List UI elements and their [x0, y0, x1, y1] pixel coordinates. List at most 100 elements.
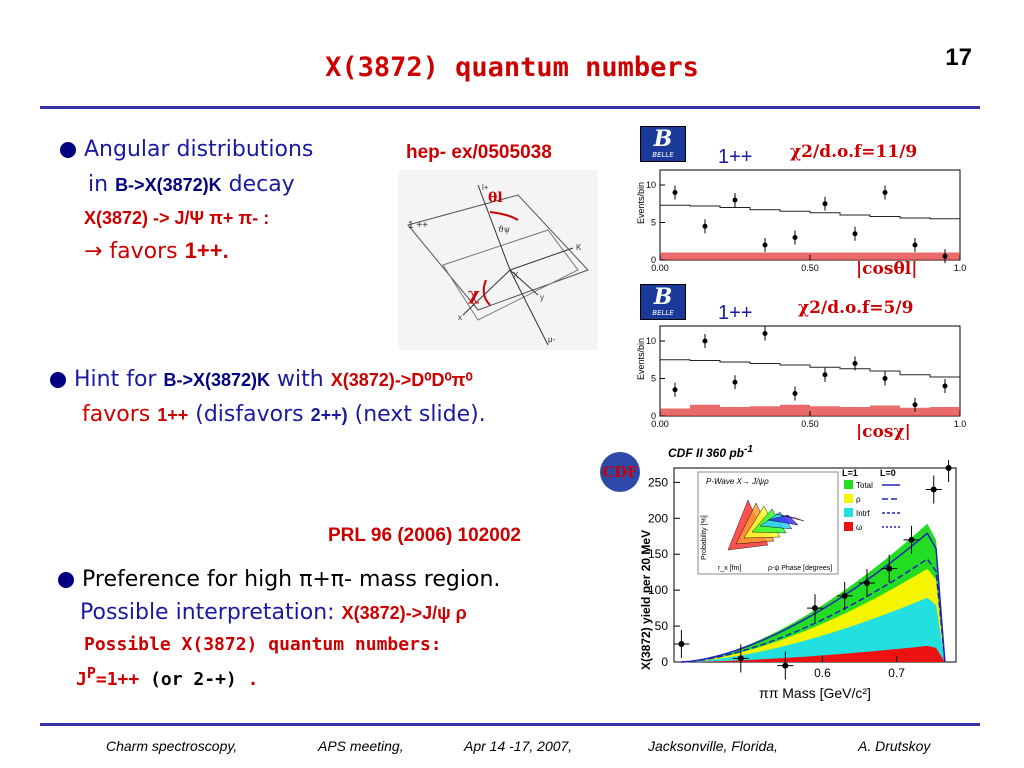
- y-tick-label: 50: [655, 619, 669, 633]
- legend-head-l1: L=1: [842, 468, 858, 478]
- jpc-label: 1++: [718, 302, 753, 324]
- bullet-dot-icon: [58, 572, 74, 588]
- y-tick-label: 5: [651, 374, 656, 384]
- data-point: [672, 190, 678, 195]
- hint-with: with: [270, 367, 331, 392]
- bullet-angular-line1: Angular distributions: [84, 137, 314, 162]
- inset-zlabel: r_x [fm]: [718, 565, 741, 572]
- interpretation-decay: X(3872)->J/ψ ρ: [341, 603, 467, 623]
- data-point: [863, 579, 870, 586]
- belle-logo-icon: B BELLE: [640, 126, 686, 162]
- cdf-header-text: CDF II 360 pb: [668, 446, 745, 460]
- data-point: [930, 486, 937, 493]
- axis-x2-label: x: [458, 313, 462, 322]
- background-bin: [660, 252, 690, 260]
- legend-swatch: [844, 494, 853, 503]
- background-bin: [750, 252, 780, 260]
- background-bin: [840, 252, 870, 260]
- cdf-header: CDF II 360 pb-1: [668, 444, 753, 460]
- x-tick-label: 0.6: [814, 666, 831, 680]
- data-point: [762, 331, 768, 336]
- data-point: [678, 641, 685, 648]
- red-band: [681, 645, 945, 662]
- hint-next-slide: (next slide).: [347, 402, 486, 427]
- data-point: [812, 605, 818, 612]
- chi-arc: [482, 279, 491, 306]
- hint-line2: favors 1++ (disfavors 2++) (next slide).: [82, 402, 486, 427]
- hint-decay: X(3872)->D⁰D⁰π⁰: [330, 370, 473, 390]
- data-point: [908, 536, 915, 543]
- bullet-dot-icon: [60, 142, 76, 158]
- legend-label: Intrf: [856, 509, 871, 518]
- x-tick-label: 0.00: [651, 263, 669, 273]
- quantum-numbers-value: JP=1++ (or 2-+) .: [76, 664, 258, 690]
- data-point: [882, 190, 888, 195]
- reference-prl: PRL 96 (2006) 102002: [328, 525, 521, 546]
- chi-label: χ: [468, 284, 480, 305]
- lepton-axis: [477, 184, 511, 271]
- k-axis: [509, 247, 574, 271]
- background-bin: [870, 252, 900, 260]
- top-divider: [40, 106, 980, 109]
- legend-label: ω: [856, 523, 862, 532]
- data-point: [945, 465, 952, 471]
- legend-label: ρ: [856, 495, 861, 504]
- belle-logo-icon: B BELLE: [640, 284, 686, 320]
- background-bin: [900, 407, 930, 416]
- bullet-dot-icon: [50, 372, 66, 388]
- favors-text: favors: [102, 239, 185, 264]
- rho-curve: [681, 558, 946, 663]
- background-bin: [780, 252, 810, 260]
- psi-angle-label: ϑψ: [498, 225, 510, 234]
- data-point: [737, 655, 744, 662]
- belle-plot-1: B BELLE 1++ χ2/d.o.f=11/9 0 5 10 0.00 0.50 1.…: [632, 124, 970, 279]
- line2-pre: in: [88, 172, 116, 197]
- footer-date: Apr 14 -17, 2007,: [464, 738, 573, 754]
- background-bin: [780, 404, 810, 416]
- x-tick-label: 0.50: [801, 263, 819, 273]
- arrow-icon: →: [84, 239, 103, 264]
- background-bin: [750, 406, 780, 416]
- data-point: [942, 383, 948, 389]
- jp-value: =1++: [95, 669, 140, 690]
- data-point: [732, 197, 738, 203]
- reference-hep-ex: hep- ex/0505038: [406, 142, 552, 163]
- axis-muminus-label: μ-: [548, 335, 556, 344]
- diagram-1pp-label: 1 ++: [408, 220, 428, 231]
- y-tick-label: 100: [648, 583, 668, 597]
- cdf-plot: CDF CDF II 360 pb-1 0 50 100 150 200 250 0.6 0.…: [598, 440, 970, 718]
- y-tick-label: 10: [646, 180, 656, 190]
- total-curve: [681, 532, 946, 663]
- y-tick-label: 0: [651, 255, 656, 265]
- background-bin: [720, 407, 750, 416]
- hint-disfavors-value: 2++): [310, 405, 348, 425]
- fit-curve: [660, 204, 960, 220]
- page-number: 17: [945, 44, 972, 71]
- y-tick-label: 5: [651, 218, 656, 228]
- belle-logo-b: B: [653, 284, 673, 310]
- hint-favors-value: 1++: [157, 405, 189, 425]
- axis-y-label: y: [540, 293, 544, 302]
- fit-curve: [660, 359, 960, 378]
- hint-disfavors: (disfavors: [188, 402, 311, 427]
- second-plane: [442, 229, 579, 321]
- x-axis-arrow: [462, 269, 511, 316]
- background-bin: [720, 252, 750, 260]
- data-point: [852, 361, 858, 366]
- y-axis-label: Events/bin: [636, 338, 646, 380]
- favors-value: 1++.: [184, 238, 229, 263]
- footer-talk: Charm spectroscopy,: [106, 738, 238, 754]
- jp-end: .: [236, 669, 259, 690]
- y-tick-label: 0: [661, 655, 668, 669]
- x-tick-label: 0.50: [801, 419, 819, 429]
- legend-swatch: [844, 522, 853, 531]
- axis-k-label: K: [576, 243, 582, 252]
- data-point: [822, 372, 828, 378]
- bullet-angular: Angular distributions: [60, 137, 313, 162]
- legend: L=1 L=0 Total ρ Intrf ω: [842, 468, 900, 532]
- background-bin: [810, 406, 840, 416]
- favors-line: → favors 1++.: [84, 238, 229, 264]
- data-point: [822, 201, 828, 207]
- background-bin: [840, 407, 870, 416]
- surface-patch: [775, 513, 805, 522]
